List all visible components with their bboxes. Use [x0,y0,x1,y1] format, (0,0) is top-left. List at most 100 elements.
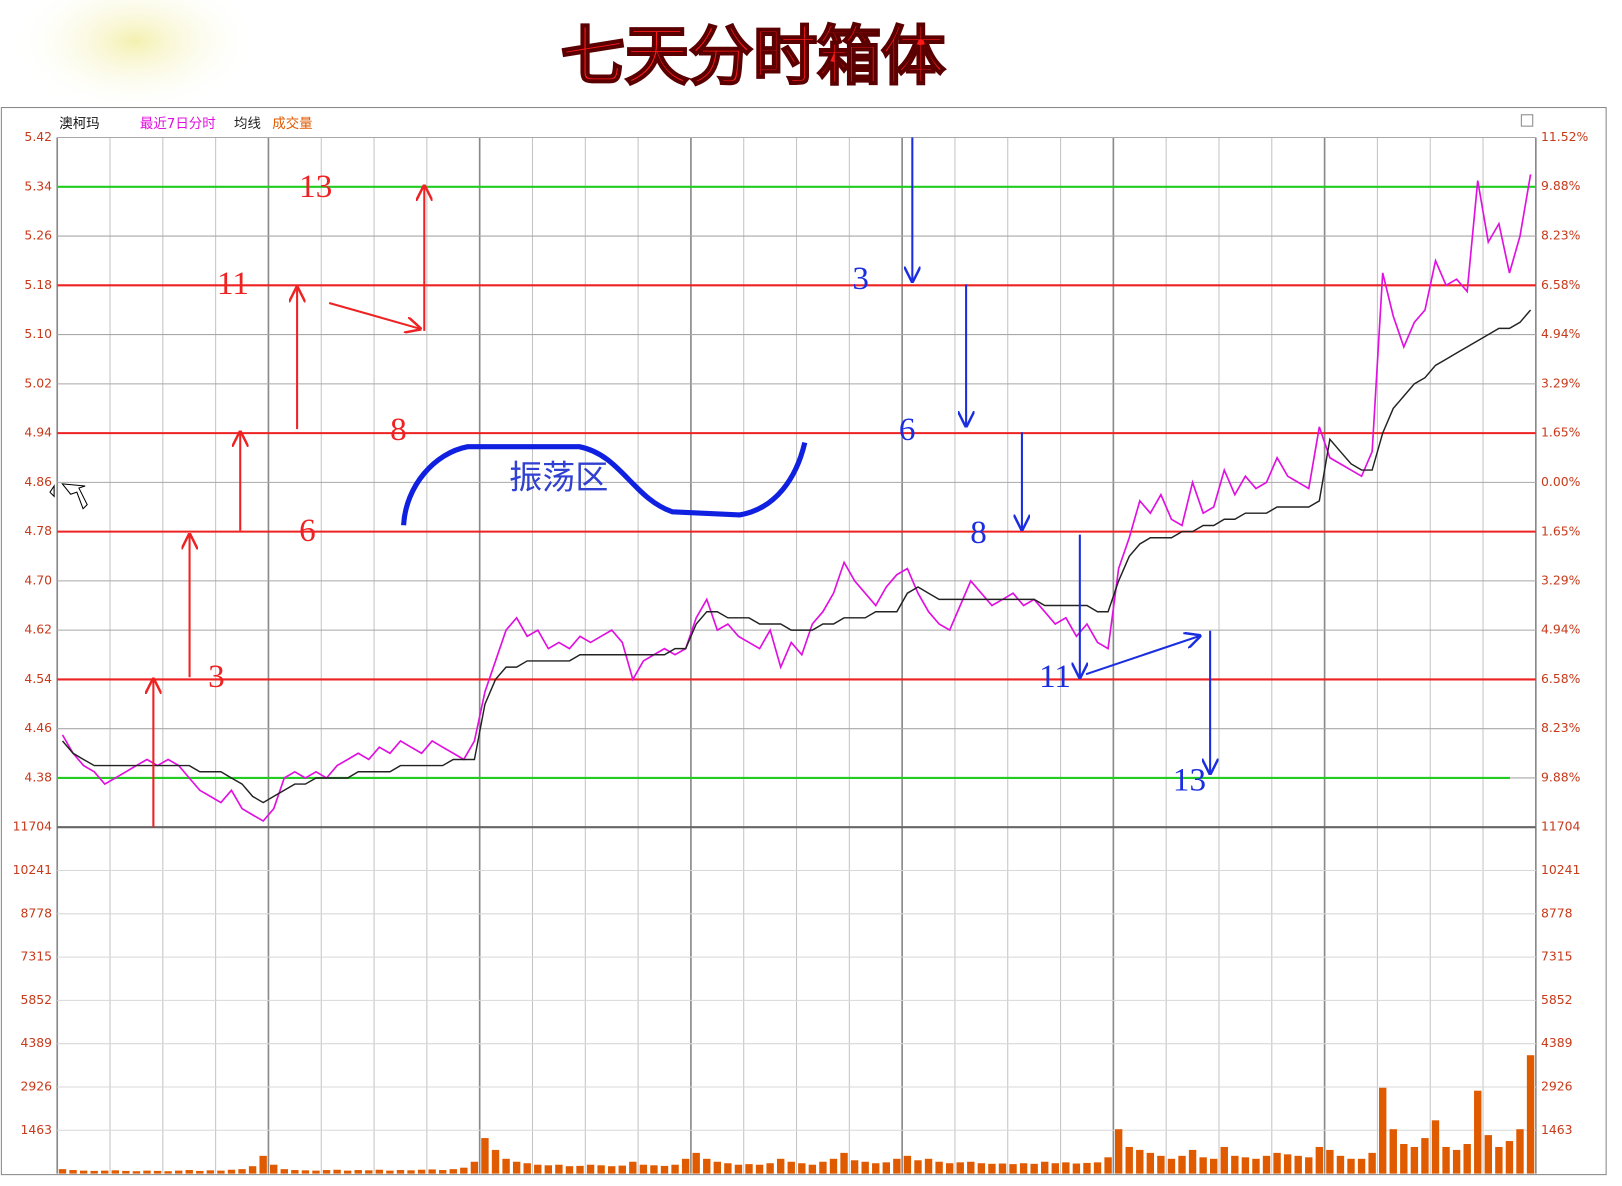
volume-bar [101,1170,109,1174]
legend-entry: 成交量 [272,115,312,132]
volume-bar [1178,1155,1186,1174]
volume-bar [787,1161,795,1174]
volume-bar [1273,1152,1281,1174]
volume-bar [586,1164,595,1174]
volume-bar [618,1165,626,1174]
volume-bar [291,1170,299,1174]
page-title: 七天分时箱体 [561,21,946,95]
y2-tick-label: 1.65% [1541,523,1581,538]
zone-annotation: 振荡区 [509,459,608,496]
volume-bar [1009,1164,1017,1174]
volume-bar [1252,1158,1260,1174]
y2-tick-label: 0.00% [1541,474,1581,489]
y2-tick-label: 1.65% [1541,424,1581,439]
legend-entry: 均线 [234,116,261,132]
volume-bar [734,1164,743,1174]
volume-bar [206,1170,215,1174]
volume-bar [439,1170,447,1174]
volume-bar [1136,1149,1144,1174]
volume-bar [1231,1155,1239,1174]
volume-bar [935,1161,943,1174]
volume-bar [1484,1135,1493,1174]
volume-bar [1336,1155,1345,1174]
blue-annotation: 6 [899,412,916,448]
y2-tick-label: 8.23% [1541,720,1581,735]
price-line [61,174,1532,823]
volume-bar [576,1165,584,1174]
y2-tick-label: 3.29% [1541,375,1581,390]
blue-annotation: 3 [852,261,869,297]
y-tick-label: 4.78 [24,523,52,538]
blue-annotation: 11 [1039,659,1071,695]
volume-bar [903,1155,912,1174]
volume-bar [755,1164,764,1174]
volume-bar [354,1170,362,1174]
red-annotation: 8 [390,412,407,448]
volume-bar [1146,1152,1155,1174]
volume-bar [882,1162,890,1174]
volume-bar [512,1161,521,1174]
y-tick-label: 5.10 [24,326,52,341]
volume-bar [396,1170,405,1174]
volume-bar [1368,1152,1376,1174]
y-tick-label: 4.46 [24,720,52,735]
volume-bar [1051,1163,1059,1174]
volume-bar [312,1170,320,1174]
volume-bar [1495,1146,1503,1174]
volume-bar [766,1163,774,1174]
volume-bar [153,1170,162,1174]
volume-bar [1241,1157,1250,1174]
volume-bar [1062,1162,1070,1174]
volume-bar [185,1170,193,1174]
volume-bar [1305,1157,1313,1174]
blue-annotation: 8 [970,515,987,551]
volume-bar [143,1170,151,1174]
y-tick-label: 5.34 [24,178,52,193]
stock-name: 澳柯玛 [59,116,99,132]
volume-bar [840,1152,848,1174]
volume-bar [322,1170,331,1174]
volume-bar [343,1170,352,1174]
blue-annotation: 13 [1173,762,1206,798]
volume-tick-label: 2926 [20,1078,52,1093]
volume-bar [1262,1155,1271,1174]
red-annotation: 6 [299,513,316,549]
volume-bar [998,1163,1007,1174]
volume-bar [333,1169,341,1174]
volume-tick-label: 4389 [20,1035,52,1050]
volume-bar [607,1166,616,1174]
volume-bar [1104,1157,1112,1174]
volume-bar [1294,1155,1302,1174]
volume-tick-label-right: 10241 [1541,862,1580,877]
volume-bar [555,1164,563,1174]
volume-bar [660,1165,669,1174]
volume-bar [1188,1149,1197,1174]
volume-bar [111,1170,119,1174]
volume-bar [1041,1161,1049,1174]
y2-tick-label: 6.58% [1541,277,1581,292]
volume-tick-label: 11704 [13,819,53,834]
y-tick-label: 5.42 [24,129,52,144]
volume-bar [850,1160,859,1174]
volume-bar [639,1164,648,1174]
volume-tick-label-right: 4389 [1541,1035,1573,1050]
legend-entry: 最近7日分时 [140,116,216,132]
y-tick-label: 4.54 [24,671,52,686]
volume-bar [1199,1157,1207,1174]
volume-bar [534,1164,542,1174]
y2-tick-label: 9.88% [1541,178,1581,193]
volume-bar [956,1162,964,1174]
volume-bar [375,1169,384,1174]
volume-bar [58,1169,67,1174]
volume-bar [523,1163,531,1174]
panel-button[interactable] [1520,114,1534,127]
volume-bar [1516,1129,1524,1174]
volume-bar [491,1149,500,1174]
volume-bar [829,1158,838,1174]
y2-tick-label: 4.94% [1541,622,1581,637]
y2-tick-label: 9.88% [1541,770,1581,785]
volume-bar [1326,1149,1334,1174]
volume-tick-label-right: 5852 [1541,992,1573,1007]
volume-bar [544,1165,553,1174]
